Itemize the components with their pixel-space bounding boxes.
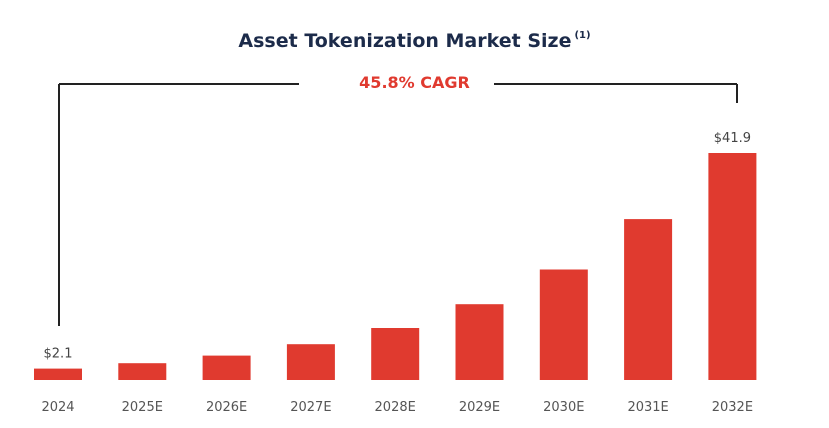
bar-2028E bbox=[371, 328, 420, 380]
bars-group bbox=[34, 153, 757, 380]
data-labels-group: $2.1 $41.9 bbox=[44, 131, 751, 362]
bar-2027E bbox=[286, 344, 335, 380]
x-tick-labels: 2024 2025E 2026E 2027E 2028E 2029E 2030E 2031E 2… bbox=[41, 400, 753, 415]
chart-title-text: Asset Tokenization Market Size bbox=[238, 30, 572, 52]
x-tick-label: 2028E bbox=[375, 400, 416, 415]
bar-2024 bbox=[34, 368, 82, 380]
x-tick-label: 2025E bbox=[122, 400, 163, 415]
footnote-marker: (1) bbox=[574, 29, 591, 41]
bar-2032E bbox=[708, 153, 757, 380]
x-tick-label: 2024 bbox=[41, 400, 74, 415]
bar-2030E bbox=[539, 269, 588, 380]
x-tick-label: 2032E bbox=[712, 400, 753, 415]
x-tick-label: 2030E bbox=[543, 400, 584, 415]
bar-2029E bbox=[455, 304, 504, 380]
data-label: $41.9 bbox=[714, 131, 751, 146]
cagr-annotation: 45.8% CAGR bbox=[359, 73, 470, 92]
x-tick-label: 2029E bbox=[459, 400, 500, 415]
bar-2026E bbox=[202, 355, 251, 380]
x-tick-label: 2026E bbox=[206, 400, 247, 415]
chart-title: Asset Tokenization Market Size (1) bbox=[0, 30, 829, 52]
bar-2025E bbox=[118, 363, 167, 380]
data-label: $2.1 bbox=[44, 347, 73, 362]
x-tick-label: 2031E bbox=[627, 400, 668, 415]
x-tick-label: 2027E bbox=[290, 400, 331, 415]
cagr-bracket bbox=[58, 83, 738, 326]
bar-2031E bbox=[624, 219, 673, 380]
